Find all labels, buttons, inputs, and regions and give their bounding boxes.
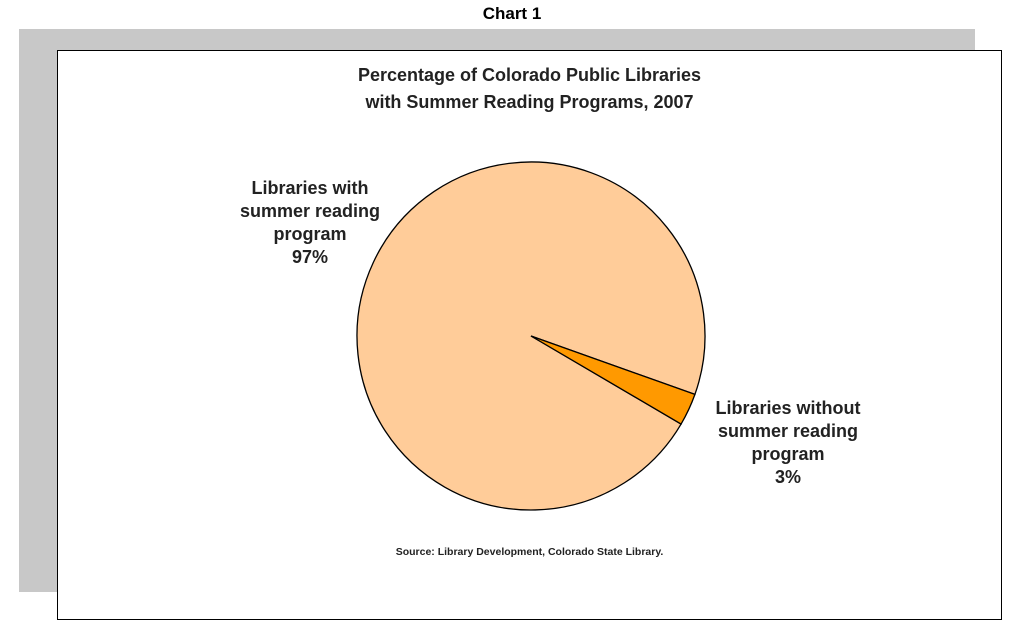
pie-slice-without-program	[530, 335, 696, 425]
chart-title-line-1: Percentage of Colorado Public Libraries	[357, 65, 702, 85]
slice-label-without-line-1: Libraries without	[715, 398, 861, 418]
chart-number-label: Chart 1	[482, 4, 542, 23]
chart-title-line-2: with Summer Reading Programs, 2007	[365, 92, 694, 112]
slice-label-without-program: Libraries without summer reading program…	[688, 397, 888, 489]
slice-label-with-line-1: Libraries with	[251, 178, 369, 198]
source-note: Source: Library Development, Colorado St…	[395, 546, 664, 558]
slice-label-with-line-3: program	[273, 224, 347, 244]
slice-value-without: 3%	[774, 467, 801, 487]
slice-label-with-program: Libraries with summer reading program 97…	[205, 177, 415, 269]
slice-label-without-line-3: program	[751, 444, 825, 464]
slice-label-without-line-2: summer reading	[717, 421, 859, 441]
slice-value-with: 97%	[291, 247, 329, 267]
slice-label-with-line-2: summer reading	[239, 201, 381, 221]
